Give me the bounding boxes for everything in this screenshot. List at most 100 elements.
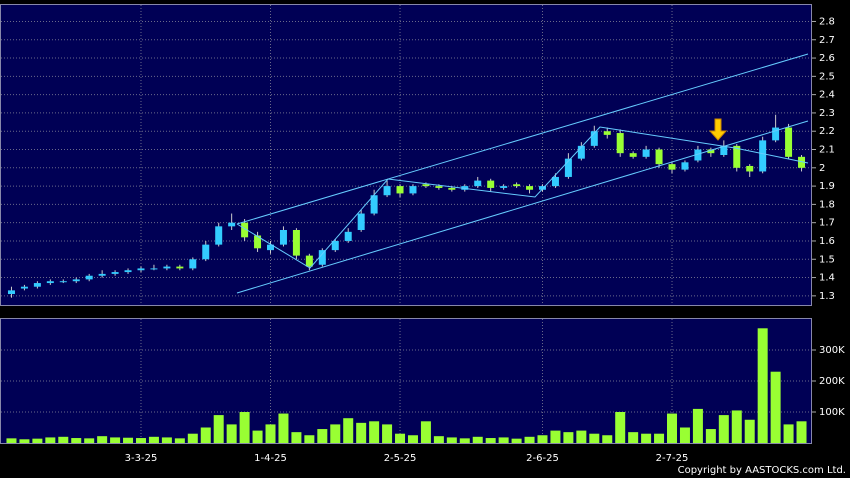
candle-body	[215, 226, 223, 245]
candle-body	[409, 186, 417, 194]
volume-bar	[161, 437, 172, 443]
volume-bar	[45, 437, 56, 443]
volume-bar	[485, 438, 496, 443]
candle-body	[538, 186, 546, 190]
candle-body	[707, 149, 715, 154]
candle-body	[681, 162, 689, 170]
candle-body	[124, 270, 132, 273]
channel-upper	[236, 53, 809, 225]
volume-bar	[110, 437, 121, 443]
volume-bar	[524, 436, 535, 443]
candle-body	[228, 222, 236, 227]
arrow	[708, 118, 728, 141]
candle-body	[176, 266, 184, 269]
volume-bar	[796, 421, 807, 443]
volume-bar	[174, 438, 185, 443]
y-tick-label: 1.3	[819, 291, 835, 302]
candle-body	[733, 145, 741, 168]
candle-body	[603, 131, 611, 135]
volume-bar	[135, 438, 146, 443]
volume-bar	[718, 415, 729, 443]
candle-body	[98, 273, 106, 276]
volume-bar	[148, 436, 159, 443]
candle-body	[331, 240, 339, 251]
candle-body	[189, 259, 197, 269]
y-tick-label: 1.8	[819, 199, 835, 210]
volume-bar	[770, 371, 781, 443]
candle-body	[344, 231, 352, 241]
volume-bar	[32, 438, 43, 443]
volume-bar	[343, 418, 354, 443]
volume-bar	[783, 424, 794, 443]
candle-body	[46, 281, 54, 284]
candle-body	[305, 255, 313, 267]
y-tick-label: 2.8	[819, 16, 835, 27]
volume-bar	[433, 436, 444, 443]
x-tick-label: 2-5-25	[384, 453, 417, 464]
x-tick-label: 2-7-25	[656, 453, 689, 464]
y-tick-label: 1.4	[819, 273, 835, 284]
candle-body	[292, 230, 300, 256]
zigzag	[236, 126, 809, 269]
candle-body	[642, 149, 650, 157]
volume-bar	[97, 436, 108, 443]
candle-body	[590, 131, 598, 146]
y-tick-label: 1.5	[819, 254, 835, 265]
volume-bar	[200, 427, 211, 443]
candle-body	[694, 149, 702, 161]
volume-bar	[330, 424, 341, 443]
candle-body	[772, 127, 780, 141]
volume-bar	[291, 432, 302, 443]
volume-bar	[511, 438, 522, 443]
volume-bar	[304, 435, 315, 443]
candle-body	[72, 279, 80, 282]
volume-bar	[679, 427, 690, 443]
price-panel	[0, 4, 812, 306]
volume-bar	[252, 430, 263, 443]
volume-bar	[71, 438, 82, 443]
volume-bar	[498, 437, 509, 443]
volume-bar	[757, 328, 768, 443]
volume-bar	[563, 432, 574, 443]
candle-body	[551, 176, 559, 187]
candle-body	[396, 186, 404, 194]
candle-body	[318, 250, 326, 265]
candle-body	[111, 272, 119, 274]
trendlines	[236, 53, 809, 294]
volume-bar	[446, 437, 457, 443]
y-tick-label: 1.9	[819, 181, 835, 192]
candle-body	[370, 195, 378, 214]
volume-bar	[369, 421, 380, 443]
candle-body	[254, 235, 262, 249]
volume-bar	[187, 433, 198, 443]
volume-bar	[550, 430, 561, 443]
y-tick-label: 2.1	[819, 145, 835, 156]
candle-body	[487, 180, 495, 188]
volume-bar	[459, 438, 470, 443]
volume-bar	[731, 410, 742, 443]
candle-body	[33, 283, 41, 287]
candle-body	[435, 186, 443, 188]
x-tick-label: 3-3-25	[125, 453, 158, 464]
volume-bar	[602, 435, 613, 443]
y-tick-label: 200K	[819, 376, 845, 387]
x-tick-label: 2-6-25	[526, 453, 559, 464]
volume-bar	[84, 438, 95, 443]
candle-body	[500, 186, 508, 188]
candle-body	[150, 268, 158, 270]
candle-body	[668, 164, 676, 170]
volume-bar	[537, 435, 548, 443]
candle-body	[7, 290, 15, 295]
y-tick-label: 2.2	[819, 126, 835, 137]
y-tick-label: 1.7	[819, 218, 835, 229]
candle-body	[746, 165, 754, 172]
y-tick-label: 2.6	[819, 53, 835, 64]
candle-body	[241, 222, 249, 238]
volume-bar	[382, 424, 393, 443]
volume-bar	[654, 433, 665, 443]
volume-bar	[576, 430, 587, 443]
candle-body	[163, 266, 171, 269]
volume-bar	[58, 436, 69, 443]
volume-bar	[407, 435, 418, 443]
